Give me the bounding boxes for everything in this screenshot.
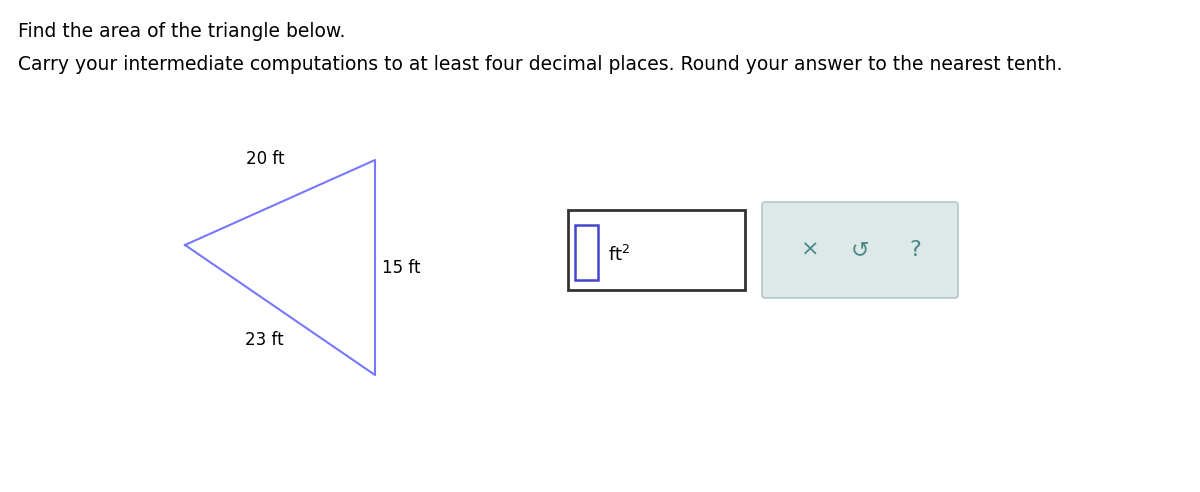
Text: 20 ft: 20 ft	[246, 150, 284, 168]
FancyBboxPatch shape	[762, 202, 958, 298]
Text: 15 ft: 15 ft	[382, 259, 420, 277]
Text: ↺: ↺	[851, 240, 869, 260]
Text: ?: ?	[910, 240, 920, 260]
Bar	[575, 225, 598, 280]
Text: ×: ×	[800, 240, 820, 260]
Text: Carry your intermediate computations to at least four decimal places. Round your: Carry your intermediate computations to …	[18, 55, 1062, 74]
Text: 23 ft: 23 ft	[245, 331, 283, 349]
Text: ft$^{2}$: ft$^{2}$	[608, 245, 630, 265]
Text: Find the area of the triangle below.: Find the area of the triangle below.	[18, 22, 346, 41]
Bar	[568, 210, 745, 290]
